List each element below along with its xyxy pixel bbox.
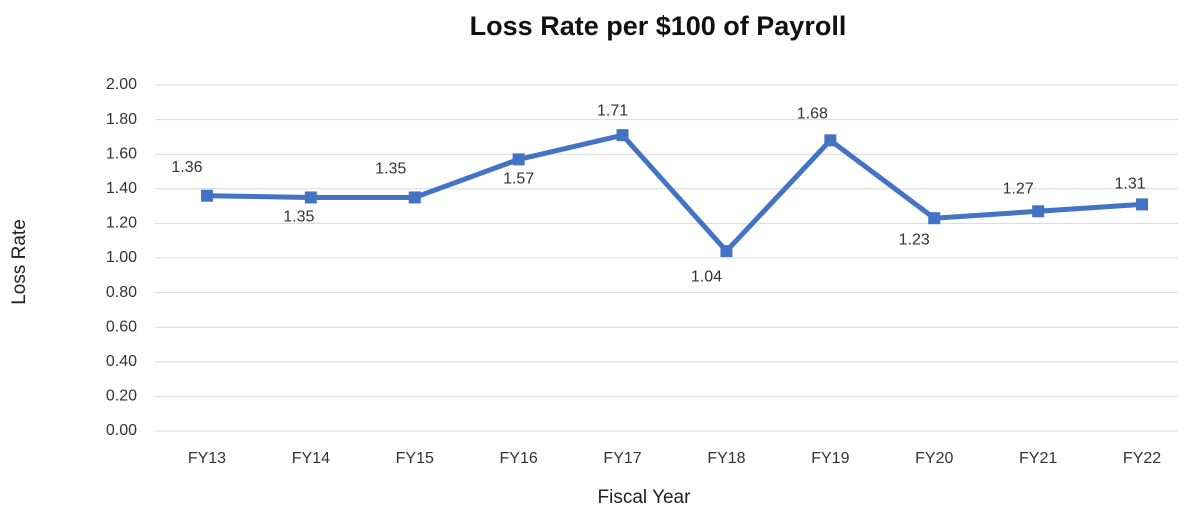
y-tick-label: 0.60 xyxy=(106,318,137,335)
data-label: 1.68 xyxy=(797,106,828,123)
x-tick-label: FY16 xyxy=(500,450,538,467)
y-tick-label: 1.80 xyxy=(106,111,137,128)
y-tick-label: 1.00 xyxy=(106,249,137,266)
data-label: 1.04 xyxy=(691,268,722,285)
y-tick-label: 1.40 xyxy=(106,180,137,197)
data-point xyxy=(408,191,421,204)
y-tick-label: 0.40 xyxy=(106,353,137,370)
x-tick-label: FY15 xyxy=(396,450,434,467)
data-point xyxy=(616,129,629,142)
y-tick-label: 1.60 xyxy=(106,145,137,162)
data-label: 1.23 xyxy=(899,231,930,248)
data-line xyxy=(206,132,1143,254)
data-point xyxy=(928,212,941,225)
data-label: 1.57 xyxy=(503,171,534,188)
x-tick-label: FY22 xyxy=(1123,450,1161,467)
data-point xyxy=(512,153,525,166)
data-point xyxy=(1032,205,1045,218)
x-tick-label: FY14 xyxy=(292,450,330,467)
data-label: 1.36 xyxy=(171,159,202,176)
y-tick-label: 0.20 xyxy=(106,388,137,405)
x-tick-label: FY18 xyxy=(707,450,745,467)
x-tick-label: FY21 xyxy=(1019,450,1057,467)
x-tick-label: FY17 xyxy=(603,450,641,467)
x-tick-label: FY13 xyxy=(188,450,226,467)
data-label: 1.31 xyxy=(1114,176,1145,193)
data-label: 1.35 xyxy=(375,161,406,178)
y-tick-label: 0.80 xyxy=(106,284,137,301)
x-tick-label: FY20 xyxy=(915,450,953,467)
x-axis-title: Fiscal Year xyxy=(598,487,692,508)
y-tick-label: 1.20 xyxy=(106,215,137,232)
y-axis-title: Loss Rate xyxy=(9,219,30,305)
x-tick-label: FY19 xyxy=(811,450,849,467)
data-point xyxy=(1136,198,1149,211)
data-label: 1.35 xyxy=(283,209,314,226)
data-label: 1.71 xyxy=(597,102,628,119)
data-point xyxy=(720,245,733,258)
y-tick-label: 0.00 xyxy=(106,422,137,439)
data-point xyxy=(304,191,317,204)
data-point xyxy=(824,134,837,147)
y-tick-label: 2.00 xyxy=(106,76,137,93)
data-label: 1.27 xyxy=(1003,181,1034,198)
data-point xyxy=(200,189,213,202)
chart-title: Loss Rate per $100 of Payroll xyxy=(470,11,847,41)
